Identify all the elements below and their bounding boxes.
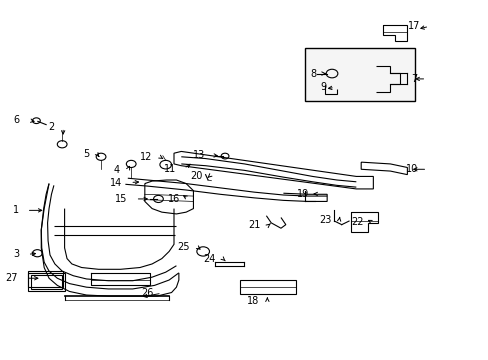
Text: 22: 22: [350, 217, 363, 227]
Bar: [239, 280, 295, 294]
Text: 5: 5: [83, 149, 90, 159]
Text: 18: 18: [246, 296, 259, 306]
Text: 10: 10: [406, 164, 418, 174]
Text: 27: 27: [5, 273, 18, 283]
Bar: [28, 273, 64, 291]
Text: 19: 19: [297, 189, 309, 199]
Text: 13: 13: [193, 150, 205, 160]
Text: 21: 21: [248, 220, 260, 230]
Text: 6: 6: [14, 115, 20, 125]
Text: 3: 3: [13, 249, 20, 259]
Text: 8: 8: [310, 68, 316, 78]
Bar: [28, 271, 63, 287]
Text: 2: 2: [48, 122, 55, 132]
Text: 25: 25: [177, 242, 189, 252]
Bar: [305, 48, 414, 102]
Text: 16: 16: [167, 194, 180, 203]
Text: 4: 4: [114, 165, 120, 175]
Text: 9: 9: [320, 82, 326, 93]
Text: 26: 26: [141, 288, 153, 298]
Text: 11: 11: [164, 163, 176, 174]
Text: 7: 7: [410, 74, 417, 84]
Text: 12: 12: [140, 152, 152, 162]
Bar: [30, 275, 62, 289]
Text: 1: 1: [13, 205, 19, 215]
Text: 14: 14: [109, 177, 122, 188]
Text: 20: 20: [189, 171, 202, 181]
Text: 24: 24: [203, 254, 215, 264]
Text: 15: 15: [114, 194, 126, 204]
Text: 17: 17: [407, 21, 420, 31]
Text: 23: 23: [319, 215, 331, 225]
